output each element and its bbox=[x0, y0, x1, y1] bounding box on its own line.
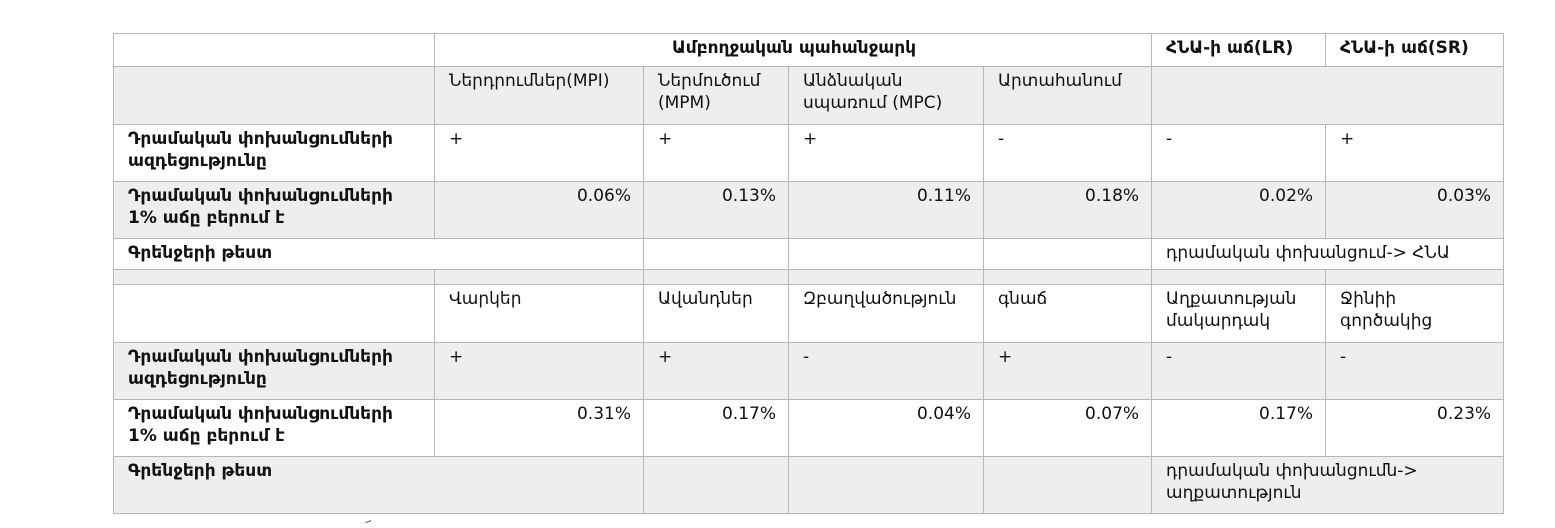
granger-result-cell: դրամական փոխանցում-> ՀՆԱ bbox=[1151, 238, 1505, 270]
impact-cell: - bbox=[1325, 342, 1505, 400]
growth-cell: 0.03% bbox=[1325, 181, 1505, 239]
granger-row: Գրենջերի թեստ դրամական փոխանցում-> ՀՆԱ bbox=[113, 238, 1505, 270]
growth-cell: 0.17% bbox=[1151, 399, 1327, 457]
growth-cell: 0.02% bbox=[1151, 181, 1327, 239]
spacer-cell bbox=[1151, 269, 1327, 285]
spacer-cell bbox=[643, 269, 789, 285]
row-label: Դրամական փոխանցումների ազդեցությունը bbox=[113, 124, 435, 182]
impact-cell: - bbox=[982, 124, 1153, 182]
gdp-growth-lr-header: ՀՆԱ-ի աճ(LR) bbox=[1151, 33, 1327, 67]
subheader-row-2: Վարկեր Ավանդներ Զբաղվածություն գնաճ Աղքա… bbox=[113, 284, 1505, 343]
granger-cell bbox=[788, 456, 984, 514]
impact-cell: - bbox=[1151, 124, 1327, 182]
growth-cell: 0.13% bbox=[643, 181, 789, 239]
subheader-loans: Վարկեր bbox=[434, 284, 644, 343]
impact-cell: + bbox=[643, 342, 789, 400]
granger-cell bbox=[643, 456, 789, 514]
subheader-employment: Զբաղվածություն bbox=[788, 284, 984, 343]
granger-cell bbox=[643, 238, 789, 270]
row-label: Դրամական փոխանցումների 1% աճը բերում է bbox=[113, 181, 435, 239]
impact-row-2: Դրամական փոխանցումների ազդեցությունը + +… bbox=[113, 342, 1505, 400]
subheader-exports: Արտահանում bbox=[982, 66, 1153, 125]
granger-result-cell: դրամական փոխանցումն-> աղքատություն bbox=[1151, 456, 1505, 514]
growth-cell: 0.18% bbox=[982, 181, 1153, 239]
impact-cell: - bbox=[1151, 342, 1327, 400]
header-row: Ամբողջական պահանջարկ ՀՆԱ-ի աճ(LR) ՀՆԱ-ի … bbox=[113, 33, 1505, 67]
growth-cell: 0.11% bbox=[788, 181, 984, 239]
row-label: Դրամական փոխանցումների 1% աճը բերում է bbox=[113, 399, 435, 457]
growth-cell: 0.31% bbox=[434, 399, 644, 457]
gdp-growth-sr-header: ՀՆԱ-ի աճ(SR) bbox=[1325, 33, 1505, 67]
granger-cell bbox=[982, 456, 1153, 514]
impact-cell: + bbox=[434, 124, 644, 182]
growth-cell: 0.06% bbox=[434, 181, 644, 239]
subheader-row: Ներդրումներ(MPI) Ներմուծում (MPM) Անձնակ… bbox=[113, 66, 1505, 125]
aggregate-demand-header: Ամբողջական պահանջարկ bbox=[433, 33, 1153, 67]
impact-cell: + bbox=[788, 124, 984, 182]
growth-row-2: Դրամական փոխանցումների 1% աճը բերում է 0… bbox=[113, 399, 1505, 457]
impact-cell: + bbox=[1325, 124, 1505, 182]
growth-cell: 0.07% bbox=[982, 399, 1153, 457]
row-label: Գրենջերի թեստ bbox=[113, 238, 644, 270]
impact-cell: + bbox=[982, 342, 1153, 400]
subheader-investment: Ներդրումներ(MPI) bbox=[434, 66, 644, 125]
growth-cell: 0.17% bbox=[643, 399, 789, 457]
subheader-imports: Ներմուծում (MPM) bbox=[643, 66, 789, 125]
subheader-empty-cell bbox=[113, 66, 435, 125]
row-label: Գրենջերի թեստ bbox=[113, 456, 644, 514]
row-label: Դրամական փոխանցումների ազդեցությունը bbox=[113, 342, 435, 400]
header-empty-cell bbox=[113, 33, 435, 67]
spacer-cell bbox=[788, 269, 984, 285]
spacer-cell bbox=[1325, 269, 1505, 285]
subheader-consumption: Անձնական սպառում (MPC) bbox=[788, 66, 984, 125]
subheader-inflation: գնաճ bbox=[982, 284, 1153, 343]
subheader-gini: Ջինիի գործակից bbox=[1325, 284, 1505, 343]
growth-row: Դրամական փոխանցումների 1% աճը բերում է 0… bbox=[113, 181, 1505, 239]
impact-cell: - bbox=[788, 342, 984, 400]
page-mark bbox=[365, 520, 373, 528]
subheader-poverty: Աղքատության մակարդակ bbox=[1151, 284, 1327, 343]
spacer-cell bbox=[982, 269, 1153, 285]
growth-cell: 0.23% bbox=[1325, 399, 1505, 457]
subheader-deposits: Ավանդներ bbox=[643, 284, 789, 343]
growth-cell: 0.04% bbox=[788, 399, 984, 457]
impact-cell: + bbox=[643, 124, 789, 182]
spacer-row bbox=[113, 269, 1505, 285]
remittance-impact-table: Ամբողջական պահանջարկ ՀՆԱ-ի աճ(LR) ՀՆԱ-ի … bbox=[113, 33, 1505, 514]
granger-cell bbox=[982, 238, 1153, 270]
subheader-gdp-empty bbox=[1151, 66, 1505, 125]
subheader-empty-cell bbox=[113, 284, 435, 343]
spacer-cell bbox=[434, 269, 644, 285]
spacer-cell bbox=[113, 269, 435, 285]
impact-cell: + bbox=[434, 342, 644, 400]
granger-row-2: Գրենջերի թեստ դրամական փոխանցումն-> աղքա… bbox=[113, 456, 1505, 514]
impact-row: Դրամական փոխանցումների ազդեցությունը + +… bbox=[113, 124, 1505, 182]
granger-cell bbox=[788, 238, 984, 270]
